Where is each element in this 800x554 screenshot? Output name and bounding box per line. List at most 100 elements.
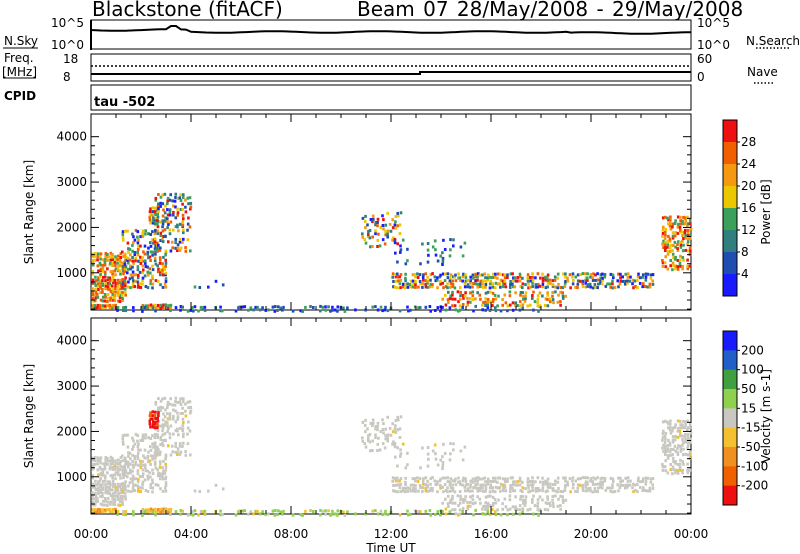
echo-cell bbox=[159, 408, 162, 412]
echo-cell bbox=[621, 275, 624, 279]
echo-cell bbox=[176, 211, 180, 215]
echo-cell bbox=[464, 483, 468, 487]
echo-cell bbox=[96, 306, 99, 309]
echo-cell bbox=[481, 512, 484, 516]
echo-cell bbox=[541, 294, 544, 298]
echo-cell bbox=[508, 498, 512, 502]
echo-cell bbox=[503, 279, 507, 283]
echo-cell bbox=[186, 442, 190, 446]
echo-cell bbox=[682, 441, 685, 444]
echo-cell bbox=[113, 499, 117, 503]
echo-cell bbox=[104, 304, 107, 308]
echo-cell bbox=[161, 466, 164, 470]
echo-cell bbox=[123, 260, 127, 264]
echo-cell bbox=[111, 269, 114, 273]
echo-cell bbox=[123, 278, 127, 282]
echo-cell bbox=[176, 207, 179, 211]
y-tick-label: 4000 bbox=[56, 130, 87, 144]
echo-cell bbox=[92, 258, 95, 262]
echo-cell bbox=[304, 305, 307, 309]
echo-cell bbox=[147, 246, 150, 250]
echo-cell bbox=[106, 459, 109, 463]
echo-cell bbox=[221, 309, 224, 313]
echo-cell bbox=[484, 483, 488, 487]
echo-cell bbox=[606, 486, 609, 490]
echo-cell bbox=[276, 513, 279, 516]
echo-cell bbox=[153, 507, 157, 511]
echo-cell bbox=[364, 445, 368, 449]
echo-cell bbox=[556, 300, 560, 304]
echo-cell bbox=[561, 286, 565, 290]
echo-cell bbox=[404, 480, 407, 484]
echo-cell bbox=[494, 513, 498, 517]
echo-cell bbox=[414, 487, 417, 491]
echo-cell bbox=[514, 507, 517, 511]
colorbar-tick-label: 24 bbox=[741, 157, 756, 171]
echo-cell bbox=[531, 285, 534, 288]
echo-cell bbox=[474, 282, 478, 286]
echo-cell bbox=[463, 498, 467, 502]
echo-cell bbox=[548, 297, 552, 301]
echo-cell bbox=[128, 277, 132, 281]
echo-cell bbox=[91, 500, 95, 504]
echo-cell bbox=[124, 480, 127, 484]
echo-cell bbox=[521, 294, 525, 298]
echo-cell bbox=[481, 483, 485, 487]
echo-cell bbox=[646, 489, 649, 493]
echo-cell bbox=[166, 400, 170, 404]
echo-cell bbox=[193, 509, 197, 513]
echo-cell bbox=[129, 468, 132, 472]
echo-cell bbox=[174, 237, 177, 241]
echo-cell bbox=[149, 411, 152, 415]
echo-cell bbox=[453, 508, 457, 512]
echo-cell bbox=[376, 512, 380, 516]
echo-cell bbox=[162, 303, 165, 307]
echo-cell bbox=[516, 480, 519, 484]
echo-cell bbox=[112, 298, 115, 302]
echo-cell bbox=[679, 458, 682, 462]
echo-cell bbox=[214, 279, 218, 283]
echo-cell bbox=[374, 427, 377, 431]
echo-cell bbox=[491, 489, 495, 493]
echo-cell bbox=[111, 462, 114, 465]
echo-cell bbox=[516, 276, 519, 280]
echo-cell bbox=[536, 489, 539, 493]
echo-cell bbox=[549, 282, 552, 285]
echo-cell bbox=[471, 276, 475, 280]
x-tick-label: 16:00 bbox=[474, 527, 509, 541]
echo-cell bbox=[599, 485, 602, 489]
echo-cell bbox=[91, 287, 94, 291]
echo-cell bbox=[109, 290, 113, 294]
echo-cell bbox=[682, 419, 685, 423]
echo-cell bbox=[176, 223, 179, 227]
echo-cell bbox=[546, 291, 549, 295]
echo-cell bbox=[544, 286, 548, 290]
echo-cell bbox=[688, 222, 692, 226]
echo-cell bbox=[198, 286, 202, 289]
echo-cell bbox=[494, 485, 498, 489]
echo-cell bbox=[559, 300, 562, 304]
echo-cell bbox=[446, 282, 449, 286]
echo-cell bbox=[476, 275, 479, 279]
echo-cell bbox=[518, 479, 522, 483]
echo-cell bbox=[406, 282, 409, 286]
echo-cell bbox=[506, 304, 510, 308]
echo-cell bbox=[484, 308, 487, 312]
echo-cell bbox=[319, 309, 322, 313]
echo-cell bbox=[161, 225, 164, 229]
echo-cell bbox=[146, 510, 150, 514]
echo-cell bbox=[441, 297, 444, 301]
echo-cell bbox=[514, 505, 518, 509]
echo-cell bbox=[374, 425, 378, 428]
echo-cell bbox=[151, 434, 154, 438]
echo-cell bbox=[589, 489, 592, 493]
echo-cell bbox=[393, 427, 397, 431]
echo-cell bbox=[381, 418, 384, 422]
echo-cell bbox=[384, 305, 387, 309]
echo-cell bbox=[91, 491, 94, 495]
echo-cell bbox=[559, 290, 562, 294]
echo-cell bbox=[386, 309, 390, 313]
echo-cell bbox=[689, 431, 693, 435]
echo-cell bbox=[589, 275, 592, 279]
echo-cell bbox=[164, 261, 168, 265]
